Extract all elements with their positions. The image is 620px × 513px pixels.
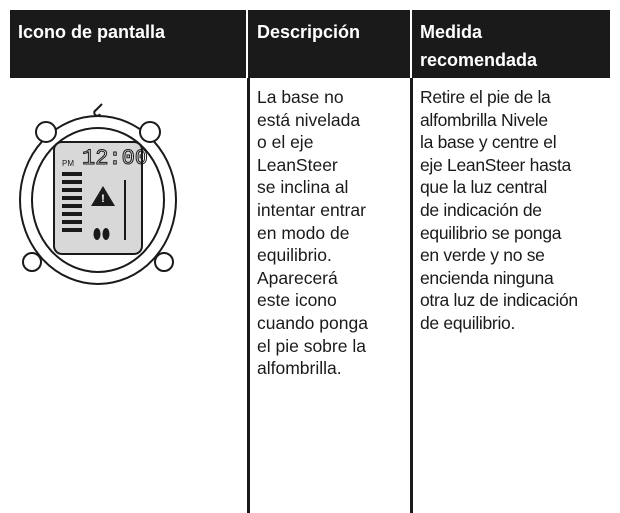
header-text: Icono de pantalla (18, 22, 166, 42)
text-line: encienda ninguna (420, 267, 554, 288)
text-line: alfombrilla Nivele (420, 109, 548, 130)
description-cell: La base no está nivelada o el eje LeanSteer… (257, 86, 368, 380)
icon-time: 12:00 (82, 146, 148, 171)
header-line: recomendada (420, 50, 538, 70)
text-line: intentar entrar (257, 199, 366, 220)
text-line: eje LeanSteer hasta (420, 154, 571, 175)
text-line: equilibrio. (257, 245, 332, 266)
text-line: o el eje (257, 132, 314, 153)
header-line: Medida (420, 22, 483, 42)
display-icon: ! PM 12:00 (19, 103, 177, 285)
text-line: se inclina al (257, 177, 349, 198)
text-line: equilibrio se ponga (420, 222, 562, 243)
header-cell-bg (10, 10, 246, 78)
text-line: que la luz central (420, 177, 547, 198)
header-cell-bg (412, 10, 610, 78)
text-line: en verde y no se (420, 245, 545, 266)
text-line: en modo de (257, 222, 350, 243)
text-line: LeanSteer (257, 154, 338, 175)
text-line: el pie sobre la (257, 335, 366, 356)
column-divider (247, 78, 250, 513)
text-line: alfombrilla. (257, 358, 342, 379)
text-line: la base y centre el (420, 132, 557, 153)
text-line: Aparecerá (257, 267, 338, 288)
text-line: está nivelada (257, 109, 361, 130)
text-line: este icono (257, 290, 337, 311)
header-text: Medida recomendada (420, 18, 537, 74)
text-line: Retire el pie de la (420, 87, 551, 107)
icon-pm: PM (62, 159, 74, 168)
text-line: de equilibrio. (420, 312, 516, 333)
svg-text:!: ! (101, 193, 105, 205)
column-divider (410, 78, 413, 513)
text-line: otra luz de indicación (420, 290, 578, 311)
text-line: cuando ponga (257, 312, 368, 333)
text-line: de indicación de (420, 199, 542, 220)
header-cell-bg (248, 10, 410, 78)
text-line: La base no (257, 87, 344, 107)
header-text: Descripción (257, 22, 361, 42)
action-cell: Retire el pie de la alfombrilla Nivele la … (420, 86, 578, 335)
